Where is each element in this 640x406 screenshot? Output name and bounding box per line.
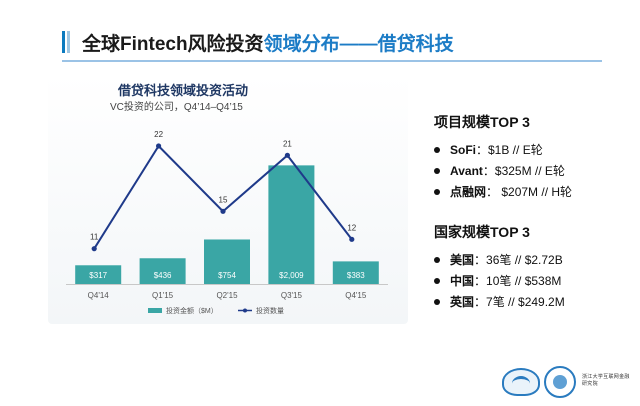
list-item: 中国 ：10笔 // $538M [434,270,634,291]
bar-value-label: $436 [154,271,172,280]
x-tick-label: Q4'15 [345,291,367,300]
item-name: 点融网 [450,185,487,199]
bar-value-label: $317 [89,271,107,280]
slide-title-bar: 全球Fintech风险投资 领域分布——借贷科技 [62,30,454,55]
item-detail: ：7笔 // $249.2M [474,295,565,309]
list-item: 英国 ：7笔 // $249.2M [434,291,634,312]
bar [139,258,186,284]
title-divider [62,60,602,62]
list-item: SoFi ：$1B // E轮 [434,139,634,160]
count-value-label: 12 [347,223,356,232]
item-name: 英国 [450,295,475,309]
investment-chart: $317 Q4'14 $436 Q1'15 $754 Q2'15 $2,009 Q3'15 $3… [66,130,388,315]
slide-title-highlight: 领域分布——借贷科技 [263,33,454,55]
count-value-label: 11 [90,233,99,242]
bar-value-label: $754 [218,271,236,280]
university-emblem-icon [502,368,540,396]
bullet-icon [434,277,440,284]
bullet-icon [434,188,440,195]
list-item: 点融网 ： $207M // H轮 [434,181,634,202]
top-countries-list: 美国 ：36笔 // $2.72B 中国 ：10笔 // $538M 英国 ：7… [434,249,634,312]
title-accent-bar [62,31,65,53]
bar [75,265,122,284]
x-tick-label: Q1'15 [152,291,174,300]
slide-title: 全球Fintech风险投资 [82,33,264,55]
count-value-label: 15 [219,195,228,204]
item-detail: ：$1B // E轮 [476,143,543,157]
legend-label-amount: 投资金额（$M） [166,306,218,315]
item-detail: ： $207M // H轮 [486,185,573,199]
bar [268,165,315,284]
list-item: 美国 ：36笔 // $2.72B [434,249,634,270]
title-accent-bar-light [67,31,70,53]
item-detail: ：$325M // E轮 [482,164,565,178]
institute-name: 浙江大学互联网金融研究院 [582,374,630,387]
list-item: Avant ：$325M // E轮 [434,160,634,181]
x-tick-label: Q2'15 [216,291,238,300]
bar [204,239,250,284]
x-tick-label: Q4'14 [88,291,110,300]
bar-value-label: $2,009 [279,271,304,280]
top-projects-list: SoFi ：$1B // E轮 Avant ：$325M // E轮 点融网 ：… [434,139,634,202]
item-name: 美国 [450,253,475,267]
item-detail: ：10笔 // $538M [474,274,562,288]
legend-swatch-bars [148,308,162,313]
bullet-icon [434,298,440,305]
item-name: Avant [450,163,483,178]
chart-subtitle: VC投资的公司，Q4’14–Q4’15 [110,102,243,113]
count-point [91,246,97,252]
chart-title: 借贷科技领域投资活动 [118,83,249,98]
x-tick-label: Q3'15 [281,291,303,300]
count-point [156,143,162,149]
summary-panel: 项目规模TOP 3 SoFi ：$1B // E轮 Avant ：$325M /… [434,112,634,332]
institute-seal-icon [544,366,576,398]
legend-swatch-dot [243,308,247,313]
count-point [220,208,226,214]
chart-panel: 借贷科技领域投资活动 VC投资的公司，Q4’14–Q4’15 $317 Q4'14… [48,74,408,324]
top-countries-title: 国家规模TOP 3 [434,224,530,240]
item-name: 中国 [450,274,475,288]
legend-label-count: 投资数量 [256,306,284,315]
count-point [349,236,355,242]
count-point [284,152,290,158]
bar-value-label: $383 [347,271,365,280]
bullet-icon [434,256,440,263]
footer-logos: 浙江大学互联网金融研究院 [502,364,632,400]
item-detail: ：36笔 // $2.72B [474,253,563,267]
bar [332,261,379,284]
bullet-icon [434,167,440,174]
top-projects-title: 项目规模TOP 3 [434,114,530,130]
bullet-icon [434,146,440,153]
count-value-label: 22 [154,130,163,139]
item-name: SoFi [450,142,476,157]
count-value-label: 21 [283,139,292,148]
